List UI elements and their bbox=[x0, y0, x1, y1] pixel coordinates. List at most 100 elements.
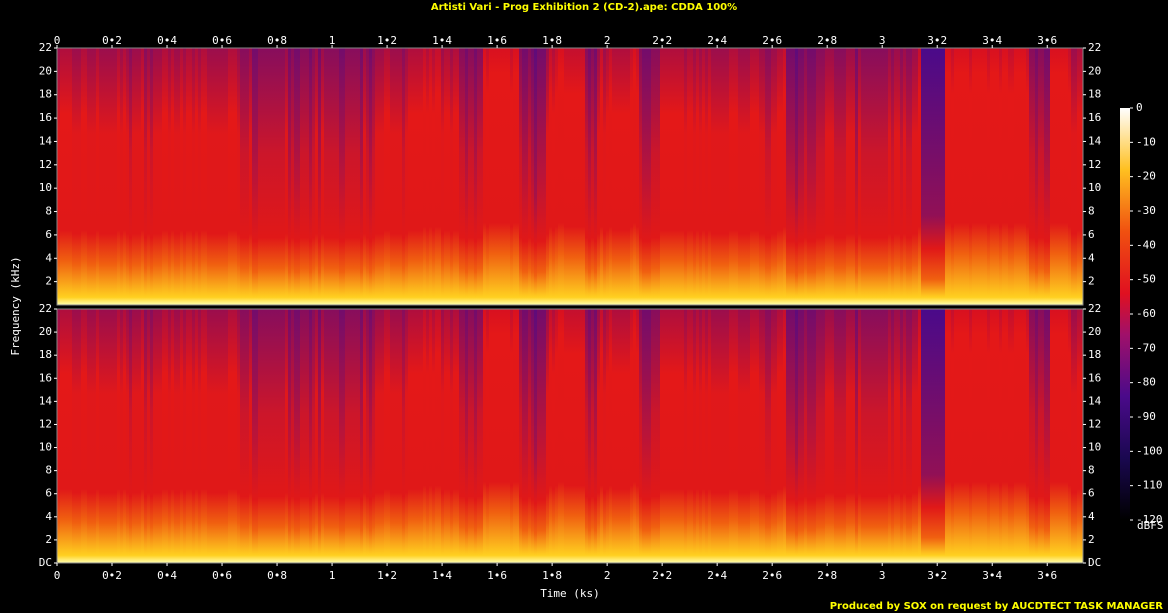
spectrogram-column bbox=[924, 48, 927, 305]
spectrogram-column bbox=[702, 48, 705, 305]
spectrogram-column bbox=[804, 48, 807, 305]
spectrogram-column bbox=[393, 309, 396, 563]
spectrogram-column bbox=[936, 309, 939, 563]
spectrogram-column bbox=[561, 309, 564, 563]
spectrogram-column bbox=[1038, 48, 1041, 305]
spectrogram-column bbox=[861, 48, 864, 305]
spectrogram-column bbox=[477, 48, 480, 305]
spectrogram-column bbox=[432, 48, 435, 305]
spectrogram-column bbox=[792, 309, 795, 563]
spectrogram-column bbox=[705, 309, 708, 563]
spectrogram-column bbox=[1041, 309, 1044, 563]
spectrogram-column bbox=[231, 309, 234, 563]
y-tick-label: 2 bbox=[45, 533, 52, 546]
spectrogram-column bbox=[750, 309, 753, 563]
spectrogram-column bbox=[747, 48, 750, 305]
y-tick-label: 20 bbox=[39, 64, 52, 77]
spectrogram-column bbox=[90, 48, 93, 305]
spectrogram-column bbox=[435, 309, 438, 563]
spectrogram-column bbox=[588, 309, 591, 563]
colorbar-tick-label: -100 bbox=[1136, 444, 1163, 457]
spectrogram-column bbox=[525, 48, 528, 305]
spectrogram-column bbox=[204, 309, 207, 563]
spectrogram-column bbox=[348, 309, 351, 563]
spectrogram-column bbox=[396, 48, 399, 305]
spectrogram-column bbox=[120, 48, 123, 305]
y-tick-label: 20 bbox=[1088, 64, 1101, 77]
spectrogram-column bbox=[969, 309, 972, 563]
spectrogram-column bbox=[777, 48, 780, 305]
spectrogram-column bbox=[606, 309, 609, 563]
spectrogram-column bbox=[738, 48, 741, 305]
spectrogram-column bbox=[954, 48, 957, 305]
spectrogram-column bbox=[282, 309, 285, 563]
spectrogram-column bbox=[696, 309, 699, 563]
spectrogram-column bbox=[732, 48, 735, 305]
x-tick-label: 0•8 bbox=[267, 569, 287, 582]
spectrogram-column bbox=[630, 309, 633, 563]
spectrogram-column bbox=[621, 309, 624, 563]
spectrogram-column bbox=[840, 309, 843, 563]
spectrogram-column bbox=[447, 309, 450, 563]
spectrogram-column bbox=[90, 309, 93, 563]
spectrogram-column bbox=[618, 48, 621, 305]
spectrogram-column bbox=[726, 48, 729, 305]
spectrogram-column bbox=[771, 309, 774, 563]
spectrogram-column bbox=[552, 309, 555, 563]
spectrogram-column bbox=[591, 48, 594, 305]
y-tick-label: 8 bbox=[45, 464, 52, 477]
spectrogram-column bbox=[516, 48, 519, 305]
spectrogram-column bbox=[810, 48, 813, 305]
spectrogram-column bbox=[1029, 48, 1032, 305]
spectrogram-column bbox=[894, 309, 897, 563]
spectrogram-column bbox=[939, 309, 942, 563]
spectrogram-column bbox=[477, 309, 480, 563]
spectrogram-column bbox=[660, 309, 663, 563]
spectrogram-column bbox=[744, 309, 747, 563]
spectrogram-column bbox=[975, 309, 978, 563]
x-tick-label: 2 bbox=[604, 569, 611, 582]
spectrogram-column bbox=[108, 48, 111, 305]
spectrogram-column bbox=[210, 48, 213, 305]
spectrogram-column bbox=[1017, 48, 1020, 305]
x-tick-label: 1•6 bbox=[487, 34, 507, 47]
spectrogram-column bbox=[336, 309, 339, 563]
spectrogram-column bbox=[636, 48, 639, 305]
spectrogram-column bbox=[168, 309, 171, 563]
spectrogram-column bbox=[873, 48, 876, 305]
spectrogram-column bbox=[975, 48, 978, 305]
spectrogram-column bbox=[486, 309, 489, 563]
spectrogram-column bbox=[285, 48, 288, 305]
spectrogram-column bbox=[111, 48, 114, 305]
y-tick-label: 14 bbox=[1088, 394, 1102, 407]
spectrogram-column bbox=[417, 309, 420, 563]
spectrogram-column bbox=[714, 309, 717, 563]
spectrogram-column bbox=[639, 48, 642, 305]
spectrogram-column bbox=[234, 309, 237, 563]
spectrogram-column bbox=[414, 48, 417, 305]
spectrogram-column bbox=[129, 48, 132, 305]
spectrogram-column bbox=[429, 48, 432, 305]
y-tick-label: 2 bbox=[1088, 275, 1095, 288]
spectrogram-column bbox=[771, 48, 774, 305]
spectrogram-column bbox=[258, 309, 261, 563]
spectrogram-column bbox=[342, 309, 345, 563]
spectrogram-column bbox=[1080, 309, 1083, 563]
spectrogram-column bbox=[108, 309, 111, 563]
spectrogram-column bbox=[594, 48, 597, 305]
y-tick-label: 2 bbox=[1088, 533, 1095, 546]
spectrogram-column bbox=[513, 48, 516, 305]
spectrogram-column bbox=[981, 309, 984, 563]
x-tick-label: 2•4 bbox=[707, 569, 727, 582]
y-tick-label: 12 bbox=[39, 417, 52, 430]
spectrogram-column bbox=[792, 48, 795, 305]
spectrogram-column bbox=[1068, 309, 1071, 563]
spectrogram-column bbox=[60, 48, 63, 305]
spectrogram-column bbox=[951, 48, 954, 305]
spectrogram-column bbox=[633, 309, 636, 563]
spectrogram-column bbox=[276, 309, 279, 563]
spectrogram-column bbox=[894, 48, 897, 305]
spectrogram-column bbox=[249, 309, 252, 563]
spectrogram-column bbox=[993, 309, 996, 563]
colorbar-label: dBFS bbox=[1137, 519, 1164, 532]
